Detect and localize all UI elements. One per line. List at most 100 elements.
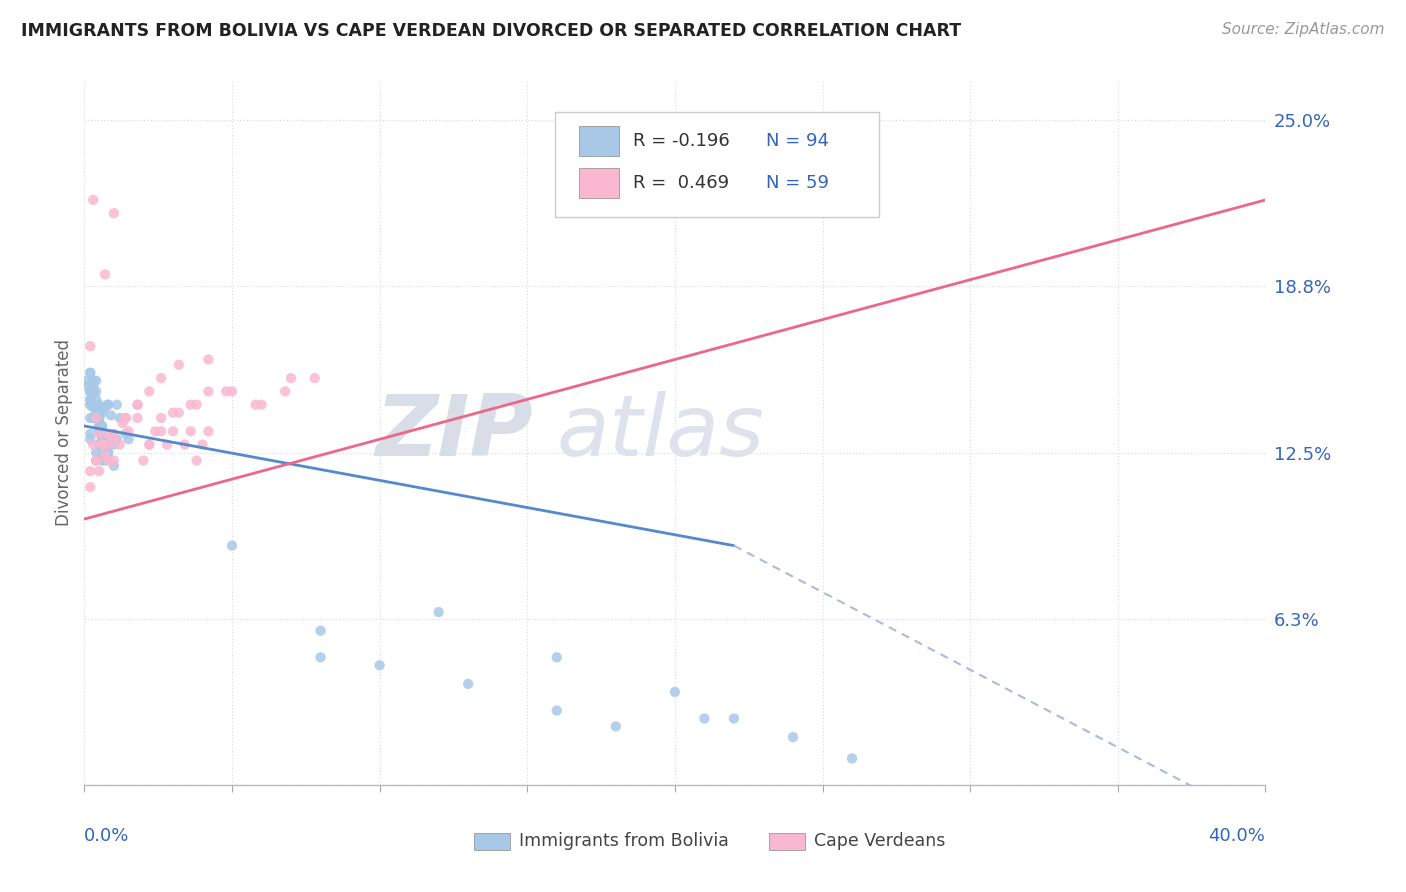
Point: [82, 384, 104, 399]
Point: [723, 711, 745, 725]
Point: [91, 419, 114, 434]
Point: [782, 730, 804, 744]
Point: [82, 411, 104, 425]
Point: [97, 445, 120, 459]
Point: [82, 401, 104, 415]
Point: [84, 384, 107, 399]
Point: [173, 437, 195, 451]
Point: [97, 445, 120, 459]
Text: ZIP: ZIP: [375, 391, 533, 475]
Point: [76, 379, 98, 393]
Point: [82, 384, 104, 399]
Text: IMMIGRANTS FROM BOLIVIA VS CAPE VERDEAN DIVORCED OR SEPARATED CORRELATION CHART: IMMIGRANTS FROM BOLIVIA VS CAPE VERDEAN …: [21, 22, 962, 40]
Point: [91, 432, 114, 446]
Point: [180, 425, 202, 439]
Point: [91, 437, 114, 451]
Text: Cape Verdeans: Cape Verdeans: [814, 832, 946, 850]
Point: [127, 411, 149, 425]
Point: [87, 411, 111, 425]
Point: [87, 425, 111, 439]
Point: [100, 432, 122, 446]
Point: [368, 658, 391, 673]
Point: [97, 437, 120, 451]
Point: [309, 650, 332, 665]
Point: [664, 685, 686, 699]
Point: [114, 411, 136, 425]
Point: [91, 426, 114, 441]
Point: [221, 539, 243, 553]
Point: [87, 464, 111, 478]
Point: [167, 358, 190, 372]
Point: [87, 411, 111, 425]
Point: [118, 425, 141, 439]
Point: [91, 437, 114, 451]
Point: [105, 398, 128, 412]
Point: [150, 411, 173, 425]
Point: [79, 366, 101, 380]
Text: N = 59: N = 59: [766, 174, 830, 192]
Point: [87, 419, 111, 434]
Point: [197, 352, 219, 367]
Point: [127, 398, 149, 412]
Point: [82, 437, 104, 451]
Point: [167, 406, 190, 420]
Point: [197, 425, 219, 439]
Point: [87, 419, 111, 434]
Point: [84, 411, 107, 425]
Point: [79, 426, 101, 441]
Point: [100, 409, 122, 423]
Text: 40.0%: 40.0%: [1209, 827, 1265, 846]
Point: [84, 398, 107, 412]
Point: [108, 411, 131, 425]
Point: [197, 384, 219, 399]
Point: [82, 379, 104, 393]
Point: [79, 339, 101, 353]
Point: [94, 448, 117, 462]
Point: [79, 366, 101, 380]
Point: [82, 384, 104, 399]
Point: [143, 425, 166, 439]
Point: [309, 624, 332, 638]
Point: [91, 419, 114, 434]
Point: [245, 398, 267, 412]
Point: [84, 453, 107, 467]
Text: R = -0.196: R = -0.196: [633, 132, 730, 150]
Point: [79, 398, 101, 412]
Point: [84, 411, 107, 425]
Bar: [474, 832, 509, 850]
Point: [457, 677, 479, 691]
Point: [180, 398, 202, 412]
Point: [84, 374, 107, 388]
Point: [103, 432, 125, 446]
Bar: [769, 832, 804, 850]
Point: [79, 392, 101, 407]
Point: [84, 453, 107, 467]
Point: [84, 453, 107, 467]
Point: [97, 398, 120, 412]
Point: [546, 650, 568, 665]
Point: [79, 411, 101, 425]
Point: [546, 704, 568, 718]
Point: [94, 401, 117, 415]
Point: [150, 371, 173, 385]
Point: [79, 392, 101, 407]
Point: [97, 437, 120, 451]
Point: [87, 426, 111, 441]
Point: [97, 398, 120, 412]
Text: N = 94: N = 94: [766, 132, 830, 150]
Point: [162, 406, 184, 420]
Point: [87, 411, 111, 425]
Point: [94, 448, 117, 462]
Point: [97, 453, 120, 467]
Point: [156, 437, 179, 451]
Point: [127, 398, 149, 412]
Point: [215, 384, 238, 399]
Point: [150, 425, 173, 439]
Point: [94, 268, 117, 282]
Point: [79, 384, 101, 399]
Point: [841, 751, 863, 765]
Point: [91, 432, 114, 446]
Point: [427, 605, 450, 619]
Point: [186, 398, 208, 412]
Text: R =  0.469: R = 0.469: [633, 174, 728, 192]
